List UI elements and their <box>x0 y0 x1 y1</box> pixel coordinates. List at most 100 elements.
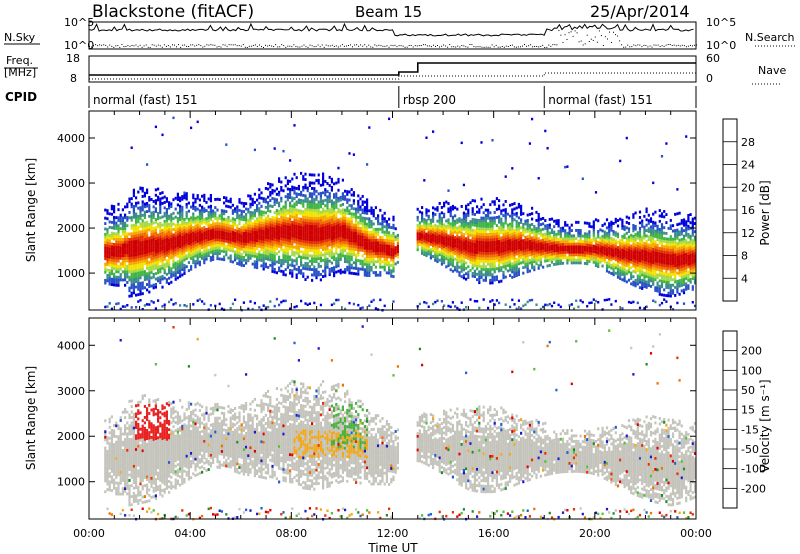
nsearch-point <box>430 46 432 48</box>
power-cell <box>194 249 197 253</box>
power-cell <box>324 271 327 275</box>
power-cell <box>275 233 278 237</box>
power-cell <box>537 212 540 216</box>
power-cell <box>484 276 487 280</box>
power-cell <box>370 206 373 210</box>
power-cell <box>330 234 333 238</box>
power-cell <box>447 223 450 227</box>
power-cell <box>363 271 366 274</box>
power-cell <box>119 246 122 249</box>
power-cell <box>517 238 520 241</box>
power-cell <box>286 195 289 199</box>
power-cell <box>566 165 569 168</box>
power-cell <box>570 242 573 246</box>
power-cell <box>438 212 441 216</box>
power-cell <box>374 307 377 310</box>
power-cell <box>300 201 303 205</box>
power-cell <box>480 216 483 220</box>
power-cell <box>289 206 292 210</box>
power-cell <box>143 213 146 217</box>
power-cell <box>190 126 193 130</box>
power-cell <box>363 235 366 239</box>
power-cell <box>295 238 298 242</box>
power-cell <box>176 203 179 207</box>
nsearch-point <box>619 40 621 42</box>
power-cell <box>339 239 342 242</box>
power-cell <box>495 275 498 279</box>
power-cell <box>187 223 190 227</box>
power-cell <box>258 253 261 256</box>
power-cell <box>363 211 366 215</box>
power-cell <box>544 243 547 247</box>
power-cell <box>256 220 259 224</box>
power-cell <box>245 223 248 227</box>
power-cell <box>379 273 382 277</box>
power-cell <box>146 253 149 257</box>
power-cell <box>460 223 463 227</box>
power-cell <box>495 240 498 244</box>
power-cell <box>324 255 327 259</box>
power-cell <box>253 249 256 253</box>
power-cell <box>388 236 391 240</box>
power-cell <box>333 271 336 275</box>
power-cell <box>258 234 261 238</box>
power-cell <box>278 242 281 246</box>
power-cell <box>517 235 520 239</box>
power-cell <box>289 236 292 240</box>
power-cell <box>531 244 534 248</box>
power-cell <box>476 224 479 228</box>
power-cell <box>544 235 547 239</box>
nsearch-point <box>517 46 519 48</box>
power-cell <box>135 277 138 281</box>
nsearch-point <box>439 46 440 48</box>
power-cell <box>535 303 538 306</box>
power-cell <box>432 238 435 242</box>
power-cell <box>242 215 245 219</box>
power-cell <box>533 260 536 264</box>
power-cell <box>313 216 316 220</box>
power-cell <box>282 208 285 212</box>
nsearch-point <box>157 44 159 46</box>
power-cell <box>469 250 472 253</box>
power-cell <box>161 274 164 278</box>
power-cell <box>456 306 459 310</box>
power-cell <box>480 259 483 263</box>
power-cell <box>513 229 516 232</box>
power-cell <box>311 222 314 225</box>
power-cell <box>249 205 252 209</box>
power-cell <box>324 188 327 191</box>
power-cell <box>476 221 479 225</box>
power-cell <box>146 258 149 262</box>
power-cell <box>218 244 221 247</box>
power-cell <box>154 226 157 230</box>
power-cell <box>379 235 382 239</box>
power-cell <box>119 275 122 279</box>
power-cell <box>465 220 468 224</box>
power-cell <box>458 255 461 258</box>
power-cell <box>157 268 160 272</box>
power-cell <box>275 211 278 215</box>
power-cell <box>273 203 276 206</box>
power-cell <box>467 224 470 228</box>
power-cell <box>194 230 197 234</box>
power-cell <box>511 267 514 271</box>
nsearch-point <box>491 44 493 46</box>
power-cell <box>108 271 111 275</box>
power-cell <box>168 214 171 218</box>
power-cell <box>267 228 270 231</box>
nsearch-point <box>216 46 218 48</box>
power-cell <box>137 206 140 210</box>
power-cell <box>427 233 430 237</box>
power-cell <box>124 248 127 252</box>
power-cell <box>205 244 208 248</box>
power-cell <box>126 256 129 260</box>
power-cell <box>273 222 276 225</box>
nsearch-point <box>143 45 145 47</box>
power-cell <box>561 226 565 230</box>
power-cell <box>467 251 470 255</box>
power-cell <box>330 256 333 260</box>
power-cell <box>438 231 441 235</box>
power-cell <box>394 246 397 250</box>
power-cell <box>432 206 435 210</box>
power-cell <box>333 217 336 221</box>
